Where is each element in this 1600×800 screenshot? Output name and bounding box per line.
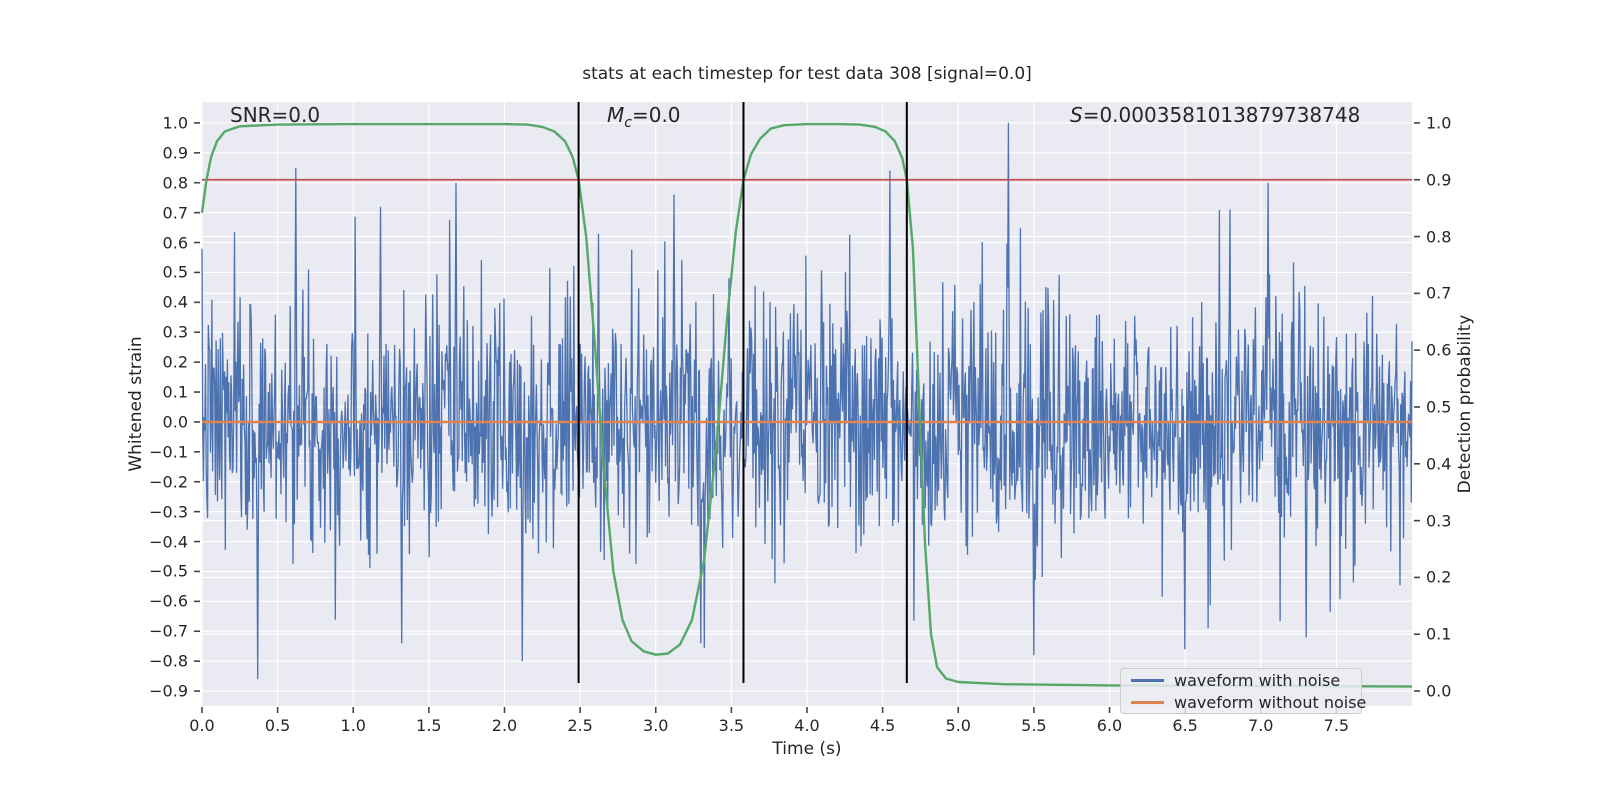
legend-row-clean: waveform without noise	[1121, 693, 1366, 712]
x-tick-label: 4.0	[794, 716, 820, 735]
x-tick-label: 7.0	[1248, 716, 1274, 735]
y-tick-label-left: −0.6	[149, 591, 188, 611]
y-tick-label-left: 0.4	[162, 292, 188, 312]
annotation-mc-var: M	[607, 103, 625, 127]
y-tick-label-left: 0.1	[162, 382, 188, 402]
legend: waveform with noise waveform without noi…	[1120, 668, 1366, 714]
y-tick-label-right: 0.7	[1426, 283, 1452, 303]
y-tick-label-right: 0.4	[1426, 454, 1452, 474]
x-tick-label: 0.5	[264, 716, 291, 735]
x-tick-label: 5.5	[1021, 716, 1047, 735]
y-tick-label-left: 0.2	[162, 352, 188, 372]
x-tick-label: 5.0	[945, 716, 971, 735]
y-tick-label-left: −0.7	[149, 621, 188, 641]
series-detection-probability	[200, 122, 1413, 688]
x-tick-label: 1.0	[340, 716, 366, 735]
legend-line-sample-blue	[1131, 678, 1164, 682]
x-tick-label: 3.0	[643, 716, 669, 735]
y-tick-label-left: 0.5	[162, 262, 188, 282]
legend-row-noise: waveform with noise	[1121, 671, 1361, 690]
x-tick-label: 0.0	[189, 716, 215, 735]
x-tick-label: 6.0	[1096, 716, 1123, 735]
y-tick-label-right: 0.2	[1426, 567, 1452, 587]
y-tick-label-left: −0.3	[149, 502, 188, 522]
series-waveform-with-noise	[201, 122, 1413, 680]
y-tick-label-right: 0.5	[1426, 397, 1452, 417]
annotation-snr: SNR=0.0	[230, 103, 320, 127]
x-axis-label: Time (s)	[772, 739, 842, 759]
y-tick-label-left: −0.2	[149, 472, 188, 492]
y-axis-label-left: Whitened strain	[126, 336, 146, 472]
legend-label: waveform without noise	[1174, 692, 1367, 712]
y-tick-label-left: −0.9	[149, 681, 188, 701]
x-tick-label: 2.0	[491, 716, 518, 735]
y-tick-label-right: 0.6	[1426, 340, 1452, 360]
y-tick-label-left: −0.8	[149, 651, 188, 671]
y-tick-label-left: 0.0	[162, 412, 188, 432]
y-tick-label-right: 0.0	[1426, 681, 1452, 701]
x-tick-label: 6.5	[1172, 716, 1198, 735]
y-tick-label-left: −0.1	[149, 442, 188, 462]
y-tick-label-right: 0.3	[1426, 511, 1452, 531]
chart-title: stats at each timestep for test data 308…	[582, 64, 1032, 84]
y-tick-label-left: 0.6	[162, 233, 188, 253]
y-tick-label-left: 1.0	[162, 113, 188, 133]
y-tick-label-right: 1.0	[1426, 113, 1452, 133]
y-tick-label-left: 0.9	[162, 143, 188, 163]
y-tick-label-right: 0.9	[1426, 170, 1452, 190]
y-tick-label-right: 0.1	[1426, 624, 1452, 644]
annotation-s-rest: =0.0003581013879738748	[1082, 103, 1361, 127]
x-tick-label: 4.5	[869, 716, 896, 735]
annotation-mc: Mc=0.0	[607, 103, 681, 131]
y-tick-label-right: 0.8	[1426, 227, 1452, 247]
y-axis-label-right: Detection probability	[1455, 314, 1475, 494]
y-tick-label-left: 0.7	[162, 203, 188, 223]
y-tick-label-left: 0.3	[162, 322, 188, 342]
legend-label: waveform with noise	[1174, 670, 1341, 690]
y-tick-label-left: 0.8	[162, 173, 188, 193]
y-tick-label-left: −0.5	[149, 561, 188, 581]
x-tick-label: 2.5	[567, 716, 593, 735]
annotation-s-var: S	[1070, 103, 1083, 127]
annotation-snr-text: SNR=0.0	[230, 103, 321, 127]
y-tick-label-left: −0.4	[149, 532, 188, 552]
annotation-mc-sub: c	[624, 115, 632, 131]
annotation-mc-rest: =0.0	[631, 103, 681, 127]
x-tick-label: 1.5	[416, 716, 442, 735]
x-tick-label: 7.5	[1323, 716, 1350, 735]
legend-line-sample-orange	[1131, 700, 1164, 704]
x-tick-label: 3.5	[718, 716, 745, 735]
annotation-s: S=0.0003581013879738748	[1070, 103, 1360, 127]
